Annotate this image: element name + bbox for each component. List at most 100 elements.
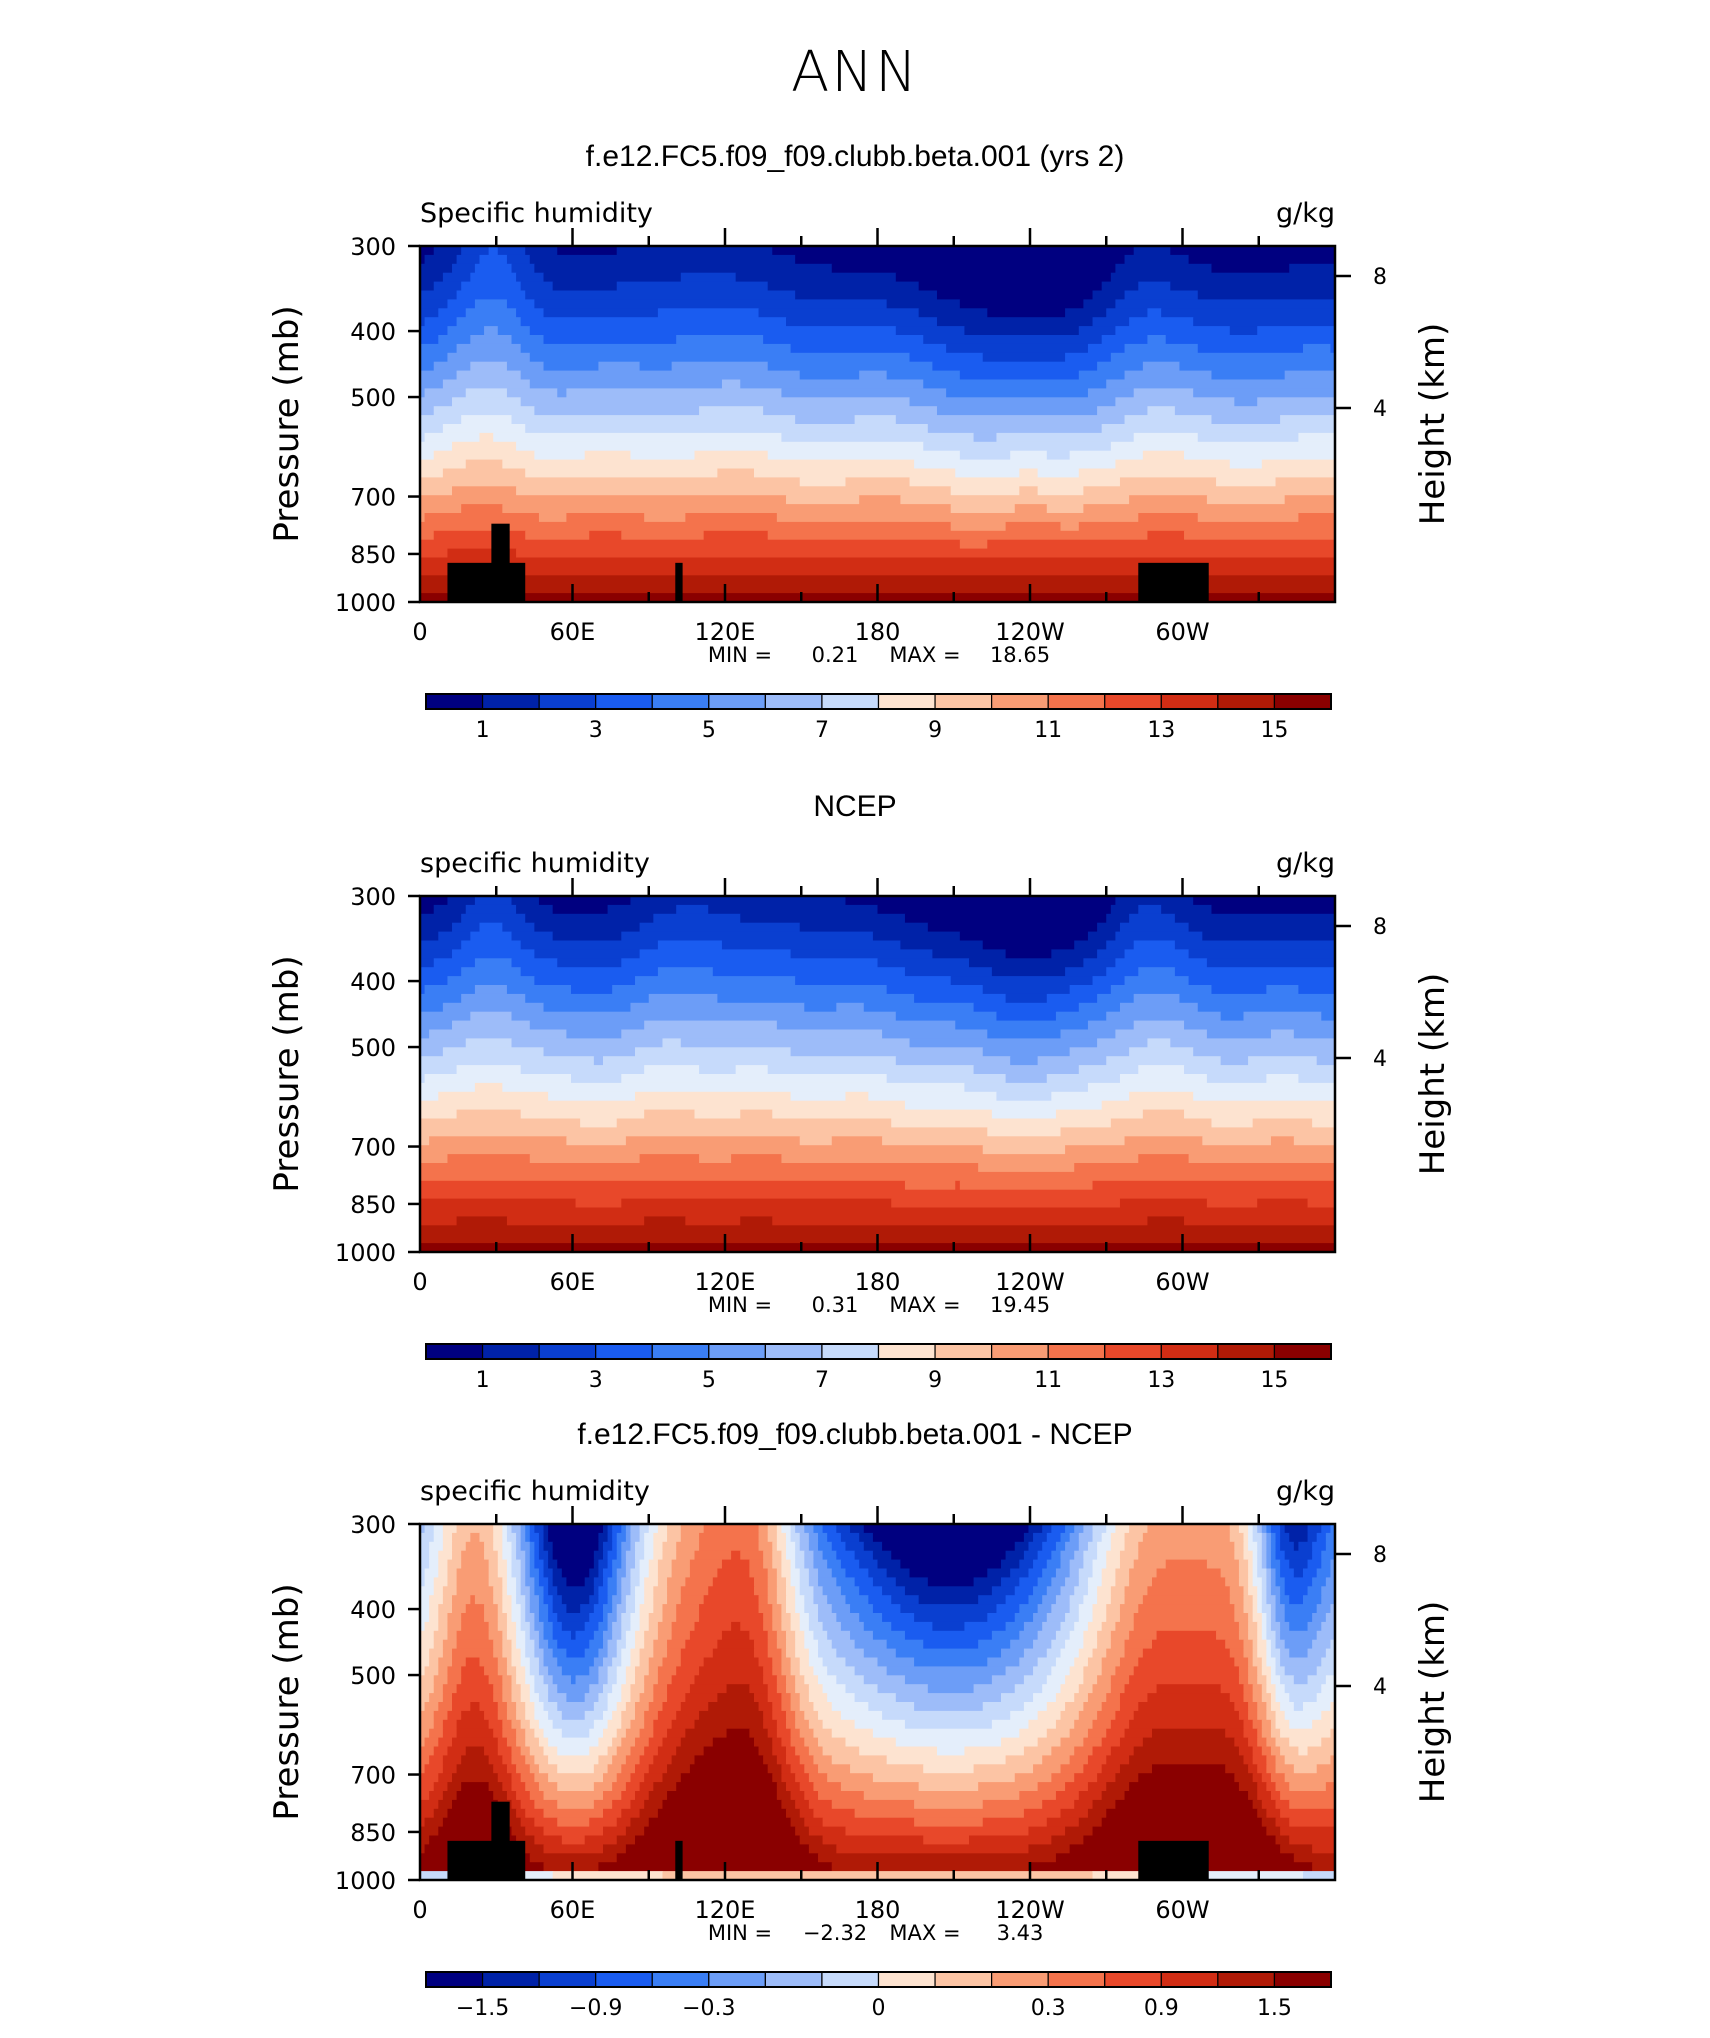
contour-cell <box>795 1648 810 1659</box>
contour-cell <box>1252 1684 1263 1694</box>
contour-cell <box>456 317 522 327</box>
contour-cell <box>520 1719 531 1730</box>
contour-cell <box>420 370 458 381</box>
contour-cell <box>699 1613 764 1623</box>
contour-cell <box>621 1791 636 1801</box>
contour-cell <box>630 1719 645 1730</box>
contour-cell <box>534 1541 540 1552</box>
contour-cell <box>1083 1666 1103 1676</box>
contour-cell <box>625 1782 641 1792</box>
contour-cell <box>1312 1613 1327 1623</box>
contour-cell <box>420 504 462 514</box>
contour-cell <box>520 1773 535 1783</box>
contour-cell <box>1234 1613 1249 1623</box>
contour-cell <box>1106 1559 1121 1570</box>
contour-cell <box>699 1154 732 1164</box>
contour-cell <box>420 521 952 532</box>
contour-cell <box>653 1693 668 1703</box>
contour-cell <box>1124 1586 1149 1596</box>
contour-cell <box>1206 958 1336 968</box>
contour-cell <box>753 1577 769 1587</box>
colorbar-box <box>481 693 540 710</box>
contour-cell <box>786 1719 796 1730</box>
contour-cell <box>621 1684 632 1694</box>
contour-cell <box>1229 1693 1245 1703</box>
contour-cell <box>767 1728 778 1739</box>
contour-cell <box>1289 1595 1304 1605</box>
contour-cell <box>420 1693 430 1703</box>
contour-cell <box>978 1595 1007 1605</box>
contour-cell <box>420 1145 984 1155</box>
contour-cell <box>1106 913 1130 924</box>
colorbar-box <box>1217 1971 1276 1988</box>
contour-cell <box>818 1604 833 1614</box>
contour-cell <box>543 1595 554 1605</box>
contour-cell <box>1097 1773 1116 1783</box>
contour-cell <box>1243 1532 1249 1543</box>
contour-cell <box>1261 1630 1267 1641</box>
contour-cell <box>520 1109 645 1120</box>
contour-cell <box>516 1791 531 1801</box>
colorbar-label: −0.9 <box>569 1996 622 2021</box>
contour-cell <box>603 1844 627 1854</box>
contour-cell <box>795 1799 810 1810</box>
contour-cell <box>648 1621 659 1632</box>
contour-cell <box>1028 1595 1043 1605</box>
contour-cell <box>593 1630 604 1641</box>
contour-cell <box>1302 1568 1318 1578</box>
contour-cell <box>708 904 879 915</box>
contour-cell <box>479 432 494 443</box>
contour-cell <box>1046 1074 1121 1084</box>
contour-cell <box>557 1817 590 1828</box>
contour-cell <box>790 949 934 959</box>
contour-cell <box>525 1595 531 1605</box>
contour-cell <box>420 1782 435 1792</box>
contour-cell <box>1101 1702 1121 1712</box>
contour-cell <box>850 1604 874 1614</box>
contour-cell <box>1115 1029 1208 1039</box>
contour-cell <box>653 1684 668 1694</box>
contour-cell <box>484 566 1336 576</box>
contour-cell <box>438 1773 453 1783</box>
colorbar-box <box>821 693 880 710</box>
contour-cell <box>1060 1550 1075 1561</box>
contour-cell <box>1266 1559 1272 1570</box>
contour-cell <box>635 976 796 986</box>
colorbar-label: 11 <box>1034 718 1062 743</box>
contour-cell <box>1280 1621 1290 1632</box>
contour-cell <box>767 361 933 372</box>
contour-cell <box>863 1791 1020 1801</box>
contour-cell <box>516 1835 535 1845</box>
contour-cell <box>511 1568 522 1578</box>
contour-cell <box>1092 317 1130 327</box>
contour-cell <box>479 1657 499 1667</box>
contour-cell <box>767 1532 778 1543</box>
contour-cell <box>1243 1639 1254 1650</box>
contour-cell <box>1197 432 1299 443</box>
contour-cell <box>1261 1693 1272 1703</box>
contour-cell <box>488 1675 503 1685</box>
y-tick-label: 300 <box>350 883 396 911</box>
contour-cell <box>506 1630 517 1641</box>
contour-cell <box>786 1577 792 1587</box>
contour-cell <box>1005 1595 1030 1605</box>
contour-cell <box>461 1710 485 1721</box>
y-tick-label: 700 <box>350 1762 396 1790</box>
contour-cell <box>420 1163 979 1173</box>
contour-cell <box>502 1675 513 1685</box>
contour-cell <box>1142 1595 1231 1605</box>
contour-cell <box>543 1728 563 1739</box>
contour-cell <box>1330 1702 1336 1712</box>
contour-cell <box>1124 290 1199 300</box>
contour-cell <box>763 1621 773 1632</box>
contour-cell <box>607 904 677 915</box>
contour-cell <box>1078 370 1126 381</box>
contour-cell <box>543 1621 554 1632</box>
contour-cell <box>552 1871 664 1881</box>
contour-cell <box>973 1684 1016 1694</box>
contour-cell <box>612 1737 622 1748</box>
contour-cell <box>543 1524 549 1534</box>
contour-cell <box>506 1621 517 1632</box>
contour-cell <box>644 1719 654 1730</box>
contour-cell <box>1051 1773 1075 1783</box>
